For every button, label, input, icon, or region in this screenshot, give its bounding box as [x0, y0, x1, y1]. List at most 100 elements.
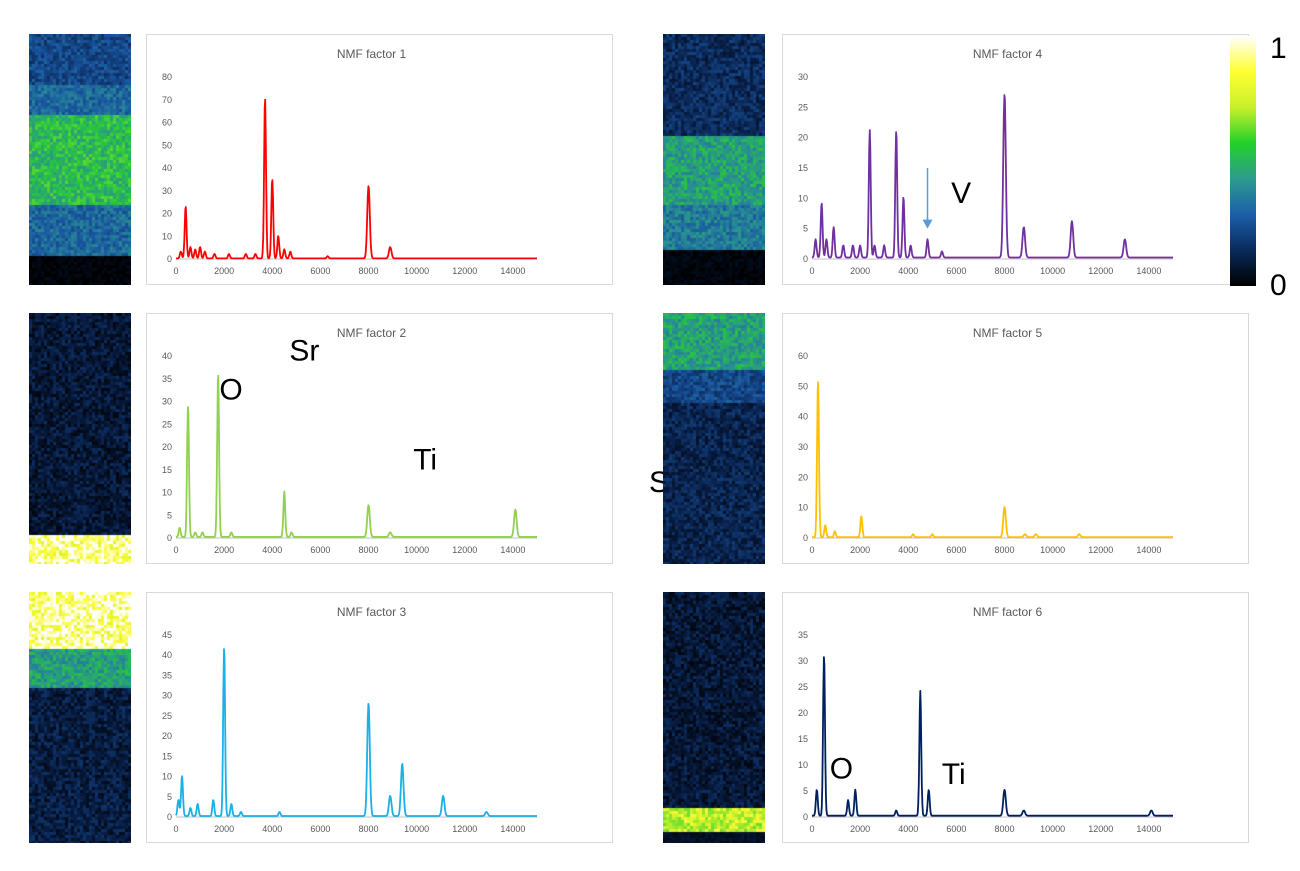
x-tick-label: 8000: [995, 824, 1015, 834]
y-tick-label: 35: [162, 374, 172, 384]
x-tick-label: 14000: [500, 824, 525, 834]
y-tick-label: 10: [798, 760, 808, 770]
y-tick-label: 20: [798, 708, 808, 718]
spectrum-line: [811, 656, 1174, 817]
chart-title: NMF factor 3: [337, 605, 407, 619]
colorbar-min-label: 0: [1270, 269, 1287, 302]
x-tick-label: 10000: [1040, 545, 1065, 555]
y-tick-label: 5: [803, 786, 808, 796]
chart-title: NMF factor 6: [973, 605, 1043, 619]
y-tick-label: 35: [798, 630, 808, 640]
peak-annotation: V: [951, 177, 971, 210]
y-tick-label: 25: [798, 102, 808, 112]
chart-nmf-factor-5: NMF factor 5 0 10 20 30 40 50 60 0 2000 4000 6000 80…: [782, 313, 1249, 564]
x-tick-label: 10000: [1040, 266, 1065, 276]
x-tick-label: 14000: [1136, 266, 1161, 276]
x-tick-label: 8000: [359, 266, 379, 276]
x-tick-label: 10000: [1040, 824, 1065, 834]
colorbar: [1230, 36, 1256, 286]
intensity-map-canvas: [29, 313, 131, 564]
y-tick-label: 0: [803, 533, 808, 543]
intensity-map-3: [29, 592, 131, 843]
x-tick-label: 4000: [898, 266, 918, 276]
y-tick-label: 30: [798, 656, 808, 666]
x-tick-label: 2000: [214, 824, 234, 834]
x-tick-label: 10000: [404, 266, 429, 276]
spectrum-svg: NMF factor 3 0 5 10 15 20 25 30 35 40 45 0 2000 4000 6…: [162, 605, 538, 834]
intensity-map-1: [29, 34, 131, 285]
y-tick-label: 70: [162, 95, 172, 105]
y-tick-label: 0: [167, 812, 172, 822]
y-tick-label: 35: [162, 670, 172, 680]
x-tick-label: 4000: [262, 545, 282, 555]
peak-annotation: Sr: [289, 334, 319, 367]
chart-title: NMF factor 4: [973, 47, 1043, 61]
y-tick-label: 0: [167, 254, 172, 264]
x-tick-label: 2000: [850, 545, 870, 555]
y-tick-label: 10: [798, 503, 808, 513]
peak-annotation: Ti: [942, 758, 966, 791]
y-tick-label: 25: [162, 711, 172, 721]
x-tick-label: 8000: [995, 545, 1015, 555]
y-tick-label: 30: [162, 397, 172, 407]
x-tick-label: 12000: [452, 824, 477, 834]
x-tick-label: 12000: [1088, 824, 1113, 834]
x-tick-label: 4000: [898, 824, 918, 834]
y-tick-label: 10: [162, 231, 172, 241]
peak-annotation: O: [219, 373, 242, 406]
x-tick-label: 6000: [310, 545, 330, 555]
intensity-map-6: [663, 592, 765, 843]
chart-title: NMF factor 1: [337, 47, 407, 61]
y-tick-label: 0: [167, 533, 172, 543]
y-tick-label: 60: [162, 118, 172, 128]
x-tick-label: 12000: [1088, 545, 1113, 555]
y-tick-label: 50: [798, 381, 808, 391]
y-tick-label: 30: [162, 186, 172, 196]
y-tick-label: 40: [162, 163, 172, 173]
y-tick-label: 30: [162, 691, 172, 701]
x-tick-label: 10000: [404, 545, 429, 555]
x-tick-label: 8000: [359, 824, 379, 834]
y-tick-label: 10: [162, 488, 172, 498]
chart-title: NMF factor 5: [973, 326, 1043, 340]
y-tick-label: 45: [162, 630, 172, 640]
intensity-map-canvas: [29, 34, 131, 285]
y-tick-label: 40: [798, 412, 808, 422]
y-tick-label: 0: [803, 254, 808, 264]
x-tick-label: 0: [809, 266, 814, 276]
y-tick-label: 15: [162, 751, 172, 761]
x-tick-label: 0: [809, 545, 814, 555]
y-tick-label: 5: [167, 792, 172, 802]
x-tick-label: 4000: [262, 824, 282, 834]
y-tick-label: 10: [162, 772, 172, 782]
x-tick-label: 6000: [946, 824, 966, 834]
y-tick-label: 20: [162, 442, 172, 452]
x-tick-label: 0: [173, 545, 178, 555]
x-tick-label: 2000: [214, 266, 234, 276]
y-tick-label: 40: [162, 351, 172, 361]
x-tick-label: 6000: [946, 545, 966, 555]
y-tick-label: 15: [162, 465, 172, 475]
y-tick-label: 50: [162, 140, 172, 150]
spectrum-line: [811, 94, 1174, 259]
colorbar-max-label: 1: [1270, 32, 1287, 65]
x-tick-label: 4000: [898, 545, 918, 555]
spectrum-line: [811, 381, 1174, 539]
intensity-map-canvas: [663, 592, 765, 843]
chart-title: NMF factor 2: [337, 326, 407, 340]
intensity-map-canvas: [663, 34, 765, 285]
intensity-map-canvas: [29, 592, 131, 843]
spectrum-svg: NMF factor 2 0 5 10 15 20 25 30 35 40 0 2000 4000 600…: [162, 326, 679, 555]
chart-nmf-factor-3: NMF factor 3 0 5 10 15 20 25 30 35 40 45 0 2000 4000 6…: [146, 592, 613, 843]
spectrum-line: [175, 374, 538, 538]
x-tick-label: 12000: [452, 545, 477, 555]
intensity-map-4: [663, 34, 765, 285]
chart-nmf-factor-6: NMF factor 6 0 5 10 15 20 25 30 35 0 2000 4000 6000 8…: [782, 592, 1249, 843]
x-tick-label: 2000: [850, 266, 870, 276]
y-tick-label: 5: [803, 224, 808, 234]
x-tick-label: 8000: [359, 545, 379, 555]
y-tick-label: 15: [798, 734, 808, 744]
chart-nmf-factor-1: NMF factor 1 0 10 20 30 40 50 60 70 80 0 2000 4000 60…: [146, 34, 613, 285]
y-tick-label: 10: [798, 193, 808, 203]
x-tick-label: 12000: [452, 266, 477, 276]
